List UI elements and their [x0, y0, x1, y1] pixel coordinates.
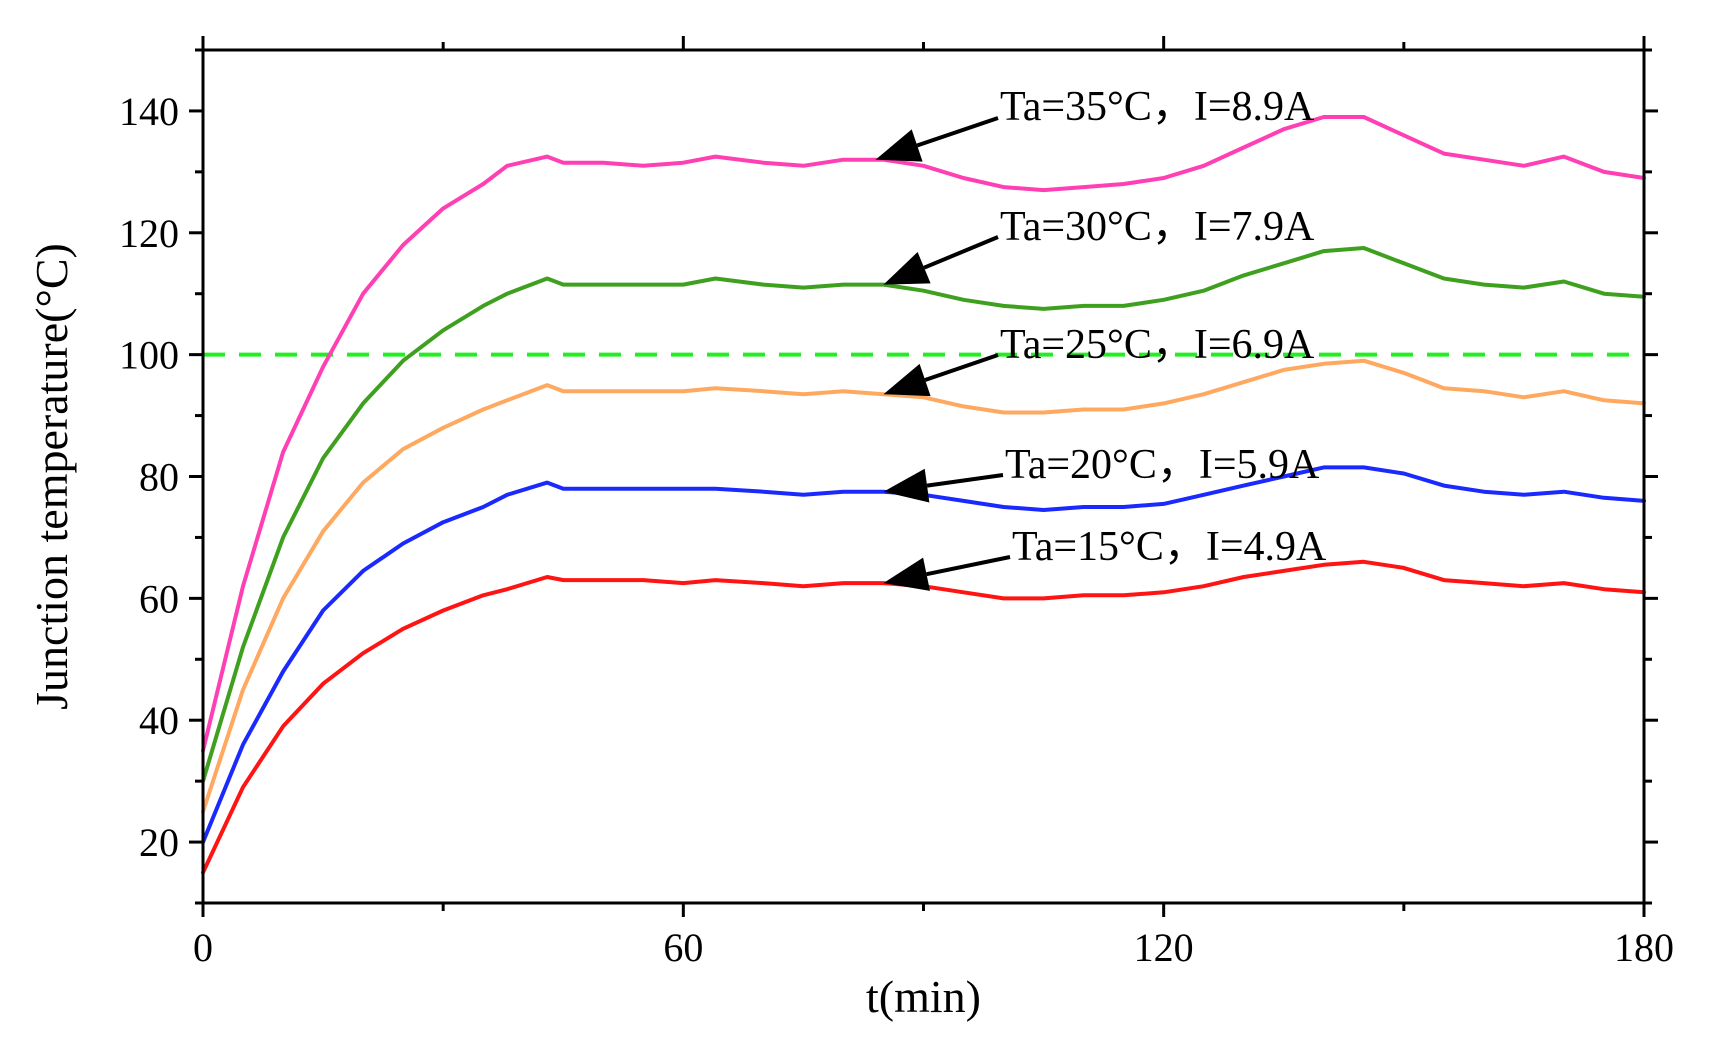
y-axis-title: Junction temperature(°C) [26, 243, 77, 710]
y-tick-label: 40 [139, 698, 179, 743]
x-tick-label: 120 [1134, 925, 1194, 970]
x-tick-label: 180 [1614, 925, 1674, 970]
annotation-label: Ta=35°C，I=8.9A [1000, 84, 1315, 130]
annotation-arrowhead [883, 468, 930, 503]
annotation-label: Ta=15°C，I=4.9A [1012, 524, 1327, 570]
x-tick-label: 0 [193, 925, 213, 970]
annotation-arrowhead [883, 252, 931, 285]
series-line-5 [201, 559, 1646, 875]
annotation-label: Ta=20°C，I=5.9A [1005, 442, 1320, 488]
series-line-3 [201, 358, 1646, 814]
y-tick-label: 80 [139, 455, 179, 500]
annotation-arrow-line [926, 473, 1004, 488]
annotation-layer: Ta=35°C，I=8.9A Ta=30°C，I=7.9A Ta=25°C，I=6.… [875, 84, 1327, 591]
series-line-4 [201, 465, 1646, 845]
annotation-label: Ta=25°C，I=6.9A [1000, 322, 1315, 368]
x-tick-label: 60 [663, 925, 703, 970]
y-tick-label: 60 [139, 576, 179, 621]
annotation-arrow-line [923, 235, 999, 270]
y-tick-label: 100 [119, 333, 179, 378]
annotation-arrow-line [916, 116, 999, 148]
y-tick-label: 140 [119, 89, 179, 134]
y-tick-label: 20 [139, 820, 179, 865]
x-axis-title: t(min) [866, 971, 981, 1022]
y-tick-label: 120 [119, 211, 179, 256]
ticks-layer: 0 60 120 180 20 40 60 80 100 120 140 [119, 36, 1674, 970]
annotation-arrowhead [875, 129, 923, 162]
annotation-arrow-line [924, 353, 999, 382]
annotation-arrowhead [883, 557, 930, 591]
annotation-arrow-line [926, 555, 1011, 577]
series-line-1 [201, 115, 1646, 753]
annotation-arrowhead [883, 363, 931, 397]
series-line-2 [201, 246, 1646, 784]
annotation-label: Ta=30°C，I=7.9A [1000, 204, 1315, 250]
